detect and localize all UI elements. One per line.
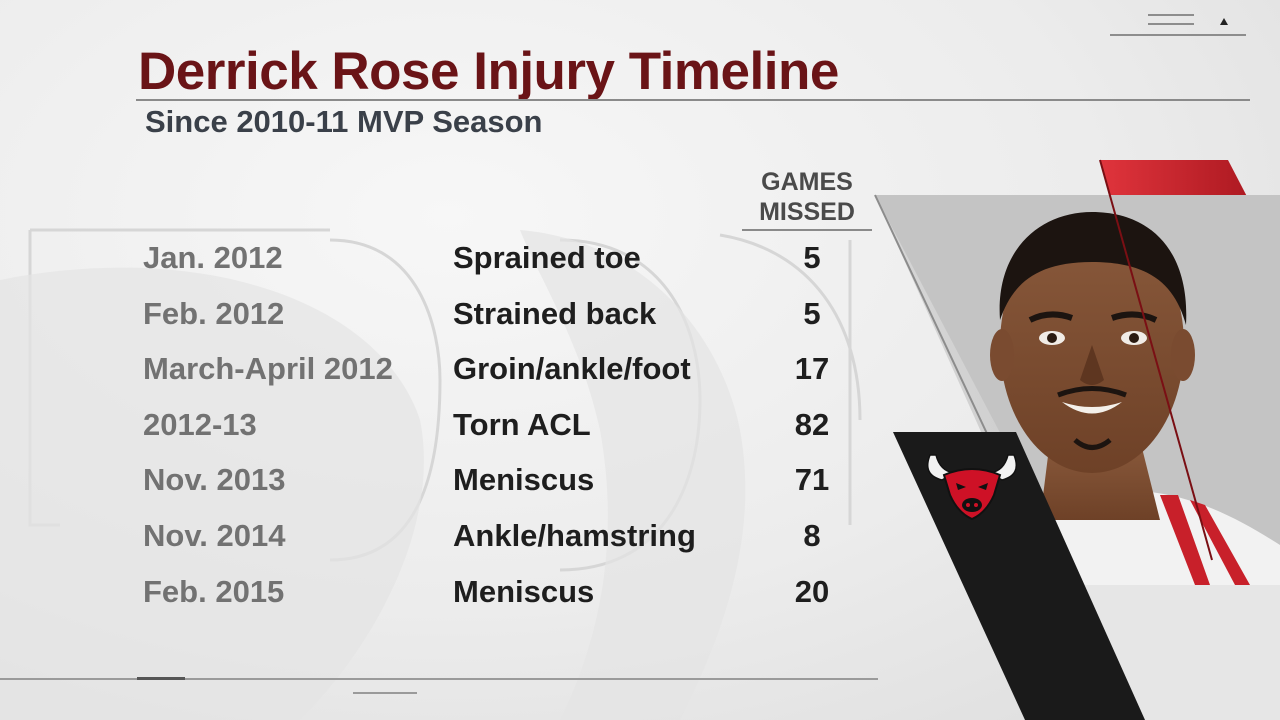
- triangle-icon: [1220, 18, 1228, 25]
- games-missed-header-line1: GAMES: [761, 168, 853, 196]
- row-games-missed: 20: [794, 573, 830, 609]
- games-missed-header: GAMES MISSED: [742, 167, 872, 227]
- light-wedge: [1080, 585, 1280, 720]
- row-games-missed: 8: [803, 517, 821, 553]
- row-date: March-April 2012: [143, 351, 393, 387]
- row-injury: Meniscus: [453, 573, 595, 609]
- table-row: Jan. 2012 Sprained toe 5: [0, 231, 880, 287]
- page-subtitle: Since 2010-11 MVP Season: [145, 104, 543, 139]
- row-date: Jan. 2012: [143, 240, 283, 275]
- title-divider: [136, 99, 1250, 101]
- row-games-missed: 82: [794, 406, 830, 442]
- row-injury: Ankle/hamstring: [453, 517, 696, 553]
- table-row: Feb. 2015 Meniscus 20: [0, 565, 880, 621]
- row-date: Nov. 2014: [143, 517, 286, 553]
- row-date: Feb. 2015: [143, 573, 285, 609]
- header-divider: [742, 229, 872, 231]
- row-injury: Meniscus: [453, 462, 595, 498]
- row-injury: Strained back: [453, 295, 657, 331]
- row-games-missed: 71: [794, 462, 830, 498]
- player-headshot: [875, 195, 1280, 585]
- page-title: Derrick Rose Injury Timeline: [138, 42, 839, 101]
- row-injury: Groin/ankle/foot: [453, 351, 691, 387]
- row-injury: Sprained toe: [453, 240, 641, 275]
- games-missed-header-line2: MISSED: [759, 198, 855, 226]
- chicago-bulls-logo-icon: [927, 454, 1017, 521]
- table-row: Feb. 2012 Strained back 5: [0, 287, 880, 343]
- row-injury: Torn ACL: [453, 406, 591, 442]
- top-right-menu-lines: [1106, 10, 1246, 40]
- row-games-missed: 17: [794, 351, 830, 387]
- row-games-missed: 5: [803, 295, 821, 331]
- row-games-missed: 5: [803, 240, 821, 275]
- injury-table: Jan. 2012 Sprained toe 5 Feb. 2012 Strai…: [0, 231, 880, 620]
- table-row: 2012-13 Torn ACL 82: [0, 398, 880, 454]
- row-date: Feb. 2012: [143, 295, 285, 331]
- row-date: 2012-13: [143, 406, 257, 442]
- table-row: Nov. 2013 Meniscus 71: [0, 453, 880, 509]
- table-row: March-April 2012 Groin/ankle/foot 17: [0, 342, 880, 398]
- table-row: Nov. 2014 Ankle/hamstring 8: [0, 509, 880, 565]
- row-date: Nov. 2013: [143, 462, 286, 498]
